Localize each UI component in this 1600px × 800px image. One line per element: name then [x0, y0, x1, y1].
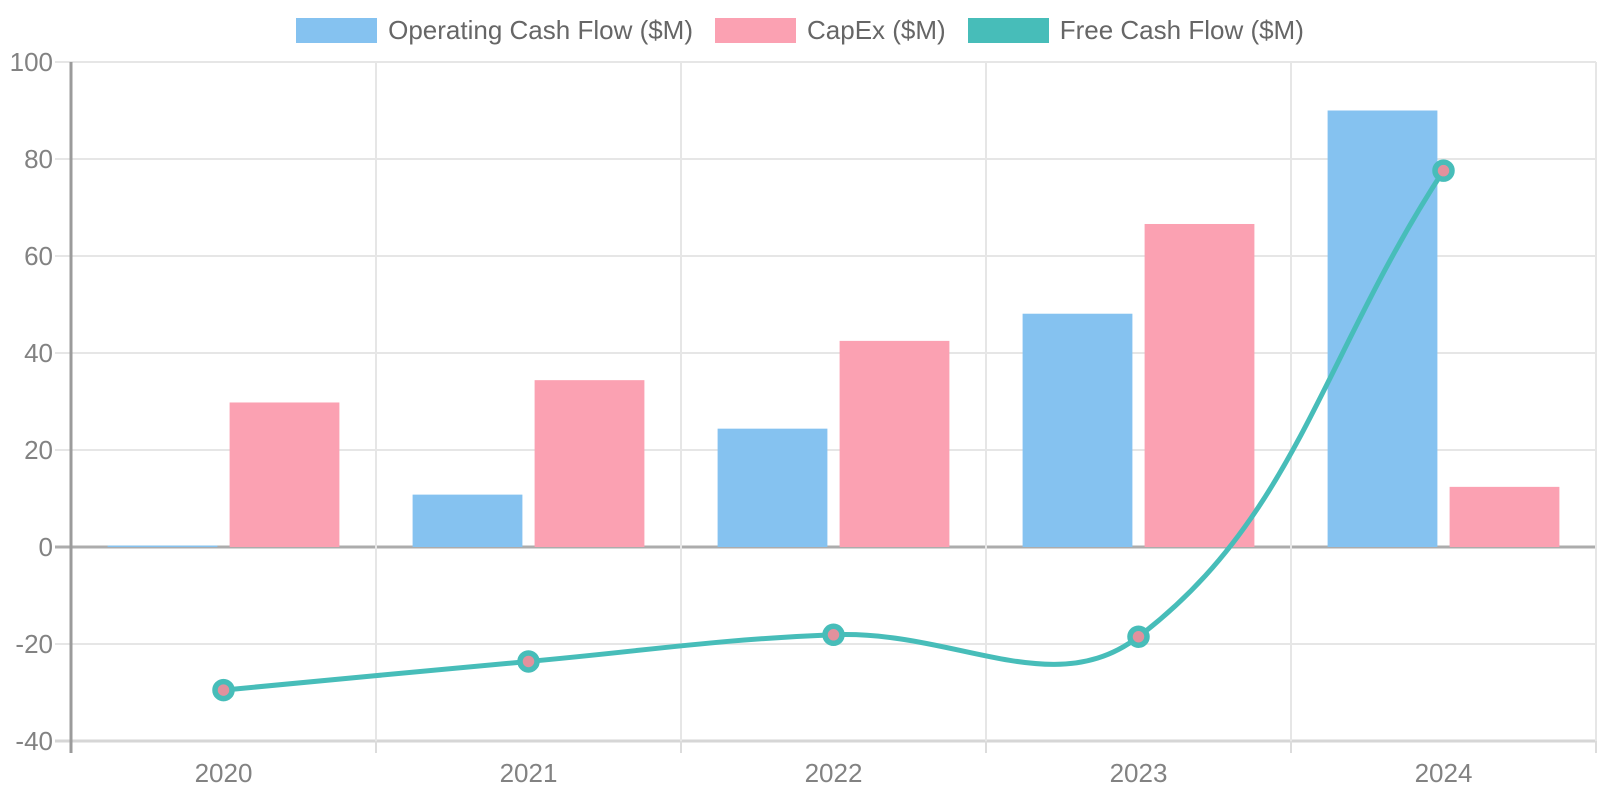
bar-operating-cash-flow-m-2022[interactable] — [717, 428, 828, 547]
bar-capex-m-2023[interactable] — [1144, 223, 1255, 548]
line-free-cash-flow-m — [221, 168, 1446, 693]
legend-item-operating-cash-flow[interactable]: Operating Cash Flow ($M) — [296, 16, 693, 45]
bar-operating-cash-flow-m-2021[interactable] — [412, 494, 523, 547]
bar-operating-cash-flow-m-2020[interactable] — [107, 545, 218, 548]
legend-label-capex: CapEx ($M) — [807, 15, 946, 45]
legend-item-free-cash-flow[interactable]: Free Cash Flow ($M) — [967, 15, 1304, 45]
bars-layer — [107, 110, 1560, 548]
bar-operating-cash-flow-m-2023[interactable] — [1022, 313, 1133, 547]
bar-capex-m-2020[interactable] — [229, 402, 340, 547]
line-layer — [212, 159, 1455, 702]
bar-capex-m-2022[interactable] — [839, 340, 950, 547]
axis-labels-layer: 100 80 60 40 20 0 -20 -40 2020 2021 2022 2023 2024 — [10, 47, 1473, 788]
y-tick-label--40: -40 — [15, 726, 53, 756]
x-tick-label-2024: 2024 — [1415, 758, 1473, 788]
y-tick-label-40: 40 — [24, 338, 53, 368]
legend-swatch-operating-cash-flow-icon — [296, 17, 378, 43]
y-tick-label-20: 20 — [24, 435, 53, 465]
bar-capex-m-2024[interactable] — [1449, 486, 1560, 547]
point-free-cash-flow-m-2022[interactable] — [822, 623, 845, 647]
y-tick-label--20: -20 — [15, 629, 53, 659]
point-free-cash-flow-m-2021[interactable] — [517, 650, 540, 673]
legend-swatch-free-cash-flow-icon — [967, 17, 1049, 43]
legend-label-operating-cash-flow: Operating Cash Flow ($M) — [388, 15, 694, 45]
x-tick-label-2021: 2021 — [500, 758, 558, 788]
y-tick-label-80: 80 — [24, 144, 53, 174]
x-tick-label-2023: 2023 — [1110, 758, 1168, 788]
legend-item-capex[interactable]: CapEx ($M) — [715, 16, 946, 45]
y-tick-label-60: 60 — [24, 241, 53, 271]
bar-capex-m-2021[interactable] — [534, 380, 645, 547]
y-tick-label-100: 100 — [10, 47, 53, 77]
legend-swatch-capex-icon — [715, 17, 797, 43]
legend-label-free-cash-flow: Free Cash Flow ($M) — [1059, 15, 1304, 45]
point-free-cash-flow-m-2020[interactable] — [212, 678, 235, 702]
chart-legend: Operating Cash Flow ($M) CapEx ($M) Free… — [0, 16, 1600, 45]
bar-operating-cash-flow-m-2024[interactable] — [1327, 110, 1438, 548]
point-free-cash-flow-m-2023[interactable] — [1127, 625, 1150, 648]
x-tick-label-2020: 2020 — [195, 758, 253, 788]
point-free-cash-flow-m-2024[interactable] — [1432, 159, 1455, 182]
x-tick-label-2022: 2022 — [805, 758, 863, 788]
y-tick-label-0: 0 — [39, 532, 53, 562]
